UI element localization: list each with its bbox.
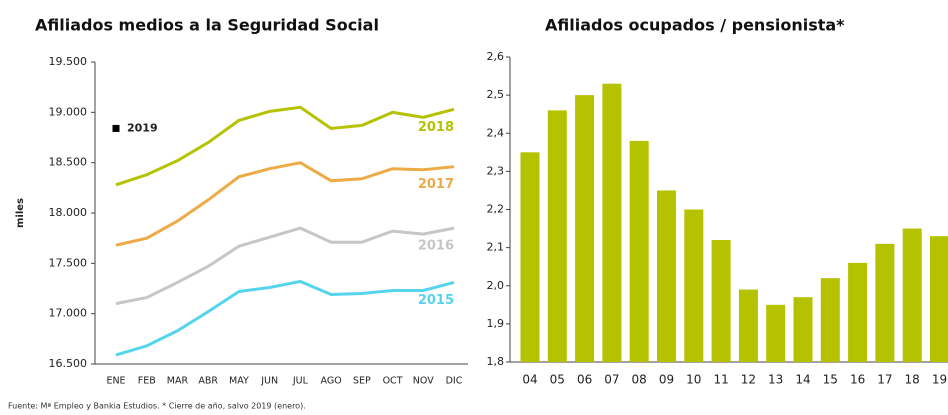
y-tick-label: 2,6: [487, 50, 505, 63]
bar: [766, 304, 786, 362]
bar: [684, 209, 704, 362]
series-label: 2016: [418, 239, 454, 254]
x-tick-label: 16: [850, 373, 865, 387]
footer: Fuente: Mª Empleo y Bankia Estudios. * C…: [8, 402, 306, 411]
x-tick-label: ENE: [106, 376, 125, 387]
series-label: 2018: [418, 120, 454, 135]
x-tick-label: ABR: [198, 376, 218, 387]
bar: [575, 95, 595, 362]
x-tick-label: 06: [577, 373, 592, 387]
bar: [657, 190, 676, 362]
bar: [848, 262, 868, 362]
series-line: [115, 105, 455, 187]
x-tick-label: NOV: [413, 376, 434, 387]
bar: [930, 236, 948, 362]
bar: [820, 278, 840, 362]
x-tick-label: MAY: [229, 376, 249, 387]
series-line: [115, 279, 455, 357]
bar: [902, 228, 922, 362]
y-axis-label: miles: [15, 198, 26, 228]
x-tick-label: 07: [604, 373, 619, 387]
x-tick-label: 14: [795, 373, 810, 387]
x-tick-label: 13: [768, 373, 783, 387]
bar: [547, 110, 567, 362]
x-tick-label: 08: [632, 373, 647, 387]
x-tick-label: 17: [877, 373, 892, 387]
x-tick-label: 04: [522, 373, 537, 387]
x-tick-label: JUN: [260, 376, 278, 387]
bar: [793, 297, 813, 362]
y-tick-label: 2,1: [487, 241, 505, 254]
y-tick-label: 18.500: [49, 156, 88, 169]
chart-title: Afiliados ocupados / pensionista*: [545, 16, 845, 35]
y-tick-label: 2,4: [487, 126, 505, 139]
x-tick-label: FEB: [138, 376, 156, 387]
series-label: 2017: [418, 177, 454, 192]
y-tick-label: 1,9: [487, 317, 505, 330]
x-tick-label: DIC: [446, 376, 463, 387]
bar: [602, 83, 622, 362]
y-tick-label: 2,2: [487, 203, 505, 216]
y-tick-label: 18.000: [49, 206, 88, 219]
x-tick-label: 11: [713, 373, 728, 387]
y-tick-label: 17.000: [49, 307, 88, 320]
y-tick-label: 19.000: [49, 105, 88, 118]
x-tick-label: OCT: [383, 376, 403, 387]
x-tick-label: AGO: [321, 376, 342, 387]
y-tick-label: 2,3: [487, 164, 505, 177]
x-tick-label: 15: [823, 373, 838, 387]
y-tick-label: 2,0: [487, 279, 505, 292]
chart-title: Afiliados medios a la Seguridad Social: [35, 16, 379, 35]
point: [112, 124, 120, 132]
y-tick-label: 2,5: [487, 88, 505, 101]
bar: [520, 152, 540, 362]
series-label: 2019: [127, 121, 158, 134]
series-line: [115, 226, 455, 306]
series-line: [115, 161, 455, 247]
y-tick-label: 19.500: [49, 55, 88, 68]
bar: [629, 140, 649, 362]
y-tick-label: 1,8: [487, 355, 505, 368]
x-tick-label: 05: [550, 373, 565, 387]
x-tick-label: MAR: [167, 376, 189, 387]
series-label: 2015: [418, 293, 454, 308]
x-tick-label: 10: [686, 373, 701, 387]
x-tick-label: 09: [659, 373, 674, 387]
x-tick-label: SEP: [353, 376, 371, 387]
y-tick-label: 17.500: [49, 256, 88, 269]
bar: [875, 243, 895, 362]
x-tick-label: JUL: [292, 376, 309, 387]
bar: [738, 289, 758, 362]
x-tick-label: 18: [905, 373, 920, 387]
y-tick-label: 16.500: [49, 357, 88, 370]
x-tick-label: 19: [932, 373, 947, 387]
bar: [711, 240, 731, 362]
x-tick-label: 12: [741, 373, 756, 387]
